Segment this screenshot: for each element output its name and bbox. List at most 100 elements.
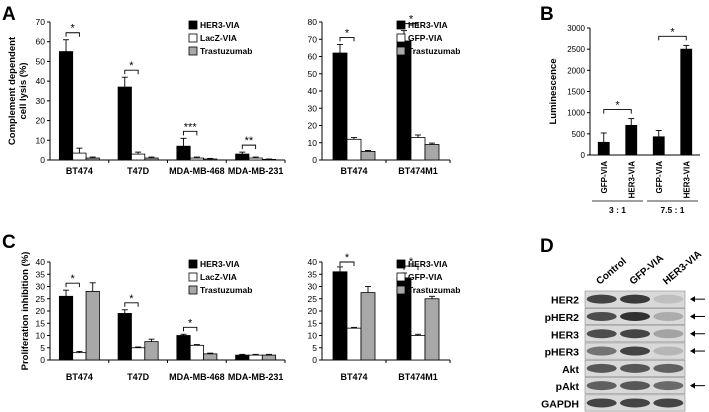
panel-label-a: A — [2, 4, 16, 25]
chart-a-cdc-lysis-cell-lines: 0 10 20 30 40 50 60 70 Complement dependentcell … — [7, 17, 286, 176]
significance-label: ** — [245, 135, 254, 147]
legend-label: LacZ-VIA — [200, 33, 237, 43]
category-label: T47D — [127, 166, 150, 176]
arrow-head-icon — [690, 348, 695, 355]
significance-bracket — [183, 326, 198, 332]
bar — [131, 347, 146, 361]
blot-band — [653, 363, 684, 373]
bar-label: GFP-VIA — [600, 161, 609, 194]
legend-label: Trastuzumab — [408, 46, 460, 56]
bar — [203, 353, 218, 361]
y-tick-label: 0 — [312, 355, 317, 365]
blot-column-label: HER3-VIA — [661, 249, 704, 287]
blot-band — [586, 398, 617, 408]
significance-bracket — [65, 32, 80, 37]
y-tick-label: 0 — [40, 355, 45, 365]
blot-band — [586, 381, 617, 391]
significance-bracket — [124, 302, 139, 307]
y-tick-label: 0 — [312, 155, 317, 165]
bar — [85, 157, 100, 161]
legend-label: HER3-VIA — [408, 20, 448, 30]
y-tick-label: 5 — [40, 343, 45, 353]
bar — [625, 124, 638, 156]
category-label: MDA-MB-231 — [228, 166, 284, 176]
bar — [189, 344, 204, 361]
category-label: BT474M1 — [398, 372, 438, 382]
legend-swatch — [188, 33, 198, 43]
y-tick-label: 25 — [308, 294, 318, 304]
blot-band — [653, 381, 684, 391]
bar — [144, 341, 159, 361]
y-tick-label: 50 — [36, 56, 46, 66]
y-tick-label: 30 — [308, 282, 318, 292]
blot-band — [586, 346, 617, 356]
y-tick-label: 70 — [308, 34, 318, 44]
category-label: T47D — [127, 372, 150, 382]
significance-bracket — [658, 35, 687, 41]
bar — [346, 327, 362, 361]
bar — [332, 271, 348, 361]
blot-row-label: pHER2 — [545, 312, 580, 324]
blot-band — [620, 294, 650, 304]
y-tick-label: 15 — [36, 318, 46, 328]
group-label: 3 : 1 — [609, 205, 626, 215]
significance-bracket — [65, 282, 80, 288]
y-tick-label: 5 — [312, 343, 317, 353]
significance-label: * — [129, 293, 134, 305]
arrow-head-icon — [690, 330, 695, 337]
legend-label: GFP-VIA — [408, 33, 442, 43]
arrow-head-icon — [690, 313, 695, 320]
category-label: BT474 — [66, 166, 93, 176]
bar — [410, 137, 426, 161]
blot-row-label: HER2 — [551, 295, 579, 307]
y-tick-label: 30 — [36, 96, 46, 106]
category-label: BT474 — [340, 372, 367, 382]
y-tick-label: 20 — [36, 306, 46, 316]
bar — [235, 153, 250, 161]
bar-label: HER3-VIA — [627, 161, 636, 199]
significance-label: * — [615, 100, 620, 112]
legend-swatch — [188, 259, 198, 269]
bar — [261, 159, 277, 161]
blot-row-label: HER3 — [551, 329, 579, 341]
significance-bracket — [339, 261, 355, 266]
y-tick-label: 25 — [36, 294, 46, 304]
bar — [396, 40, 412, 161]
y-axis-title: Complement dependentcell lysis (%) — [7, 36, 29, 145]
bar — [597, 141, 610, 156]
blot-band — [620, 363, 650, 373]
y-tick-label: 30 — [36, 282, 46, 292]
bar — [203, 158, 218, 161]
y-axis-title: Proliferation inhibition (%) — [20, 252, 31, 371]
blot-band — [586, 329, 617, 339]
bar — [248, 354, 263, 361]
blot-row-label: Akt — [562, 364, 579, 376]
bar — [346, 138, 362, 161]
blot-band — [653, 398, 684, 408]
category-label: MDA-MB-468 — [169, 166, 225, 176]
y-tick-label: 0 — [581, 151, 586, 160]
bar — [410, 335, 426, 361]
y-tick-label: 40 — [36, 76, 46, 86]
blot-column-label: Control — [595, 256, 629, 287]
bar — [332, 52, 348, 161]
y-tick-label: 10 — [308, 331, 318, 341]
blot-band — [653, 311, 684, 321]
blot-band — [586, 363, 617, 373]
category-label: MDA-MB-468 — [169, 372, 225, 382]
y-tick-label: 20 — [308, 121, 318, 131]
legend-swatch — [188, 285, 198, 295]
blot-row-label: pHER3 — [545, 347, 580, 359]
bar — [176, 145, 191, 161]
blot-band — [653, 346, 684, 356]
blot-column-label: GFP-VIA — [628, 253, 666, 287]
bar — [144, 157, 159, 161]
group-label: 7.5 : 1 — [660, 205, 684, 215]
y-tick-label: 50 — [308, 69, 318, 79]
y-tick-label: 30 — [308, 103, 318, 113]
y-tick-label: 3000 — [567, 24, 585, 33]
